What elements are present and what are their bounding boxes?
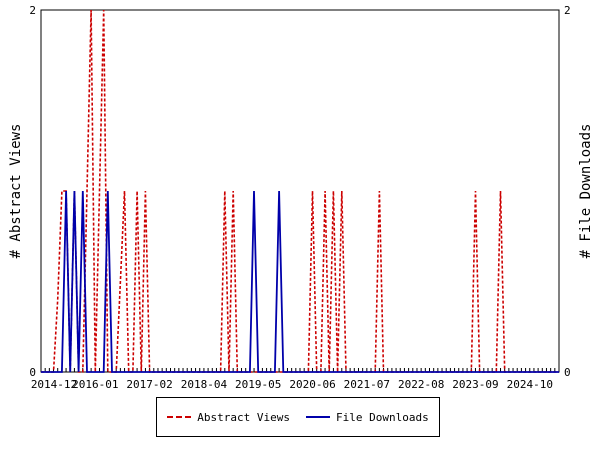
x-tick-label: 2018-04 <box>181 378 228 391</box>
legend-swatch-solid-blue <box>306 416 330 418</box>
y-tick-label-right-top: 2 <box>564 4 571 17</box>
series-layer <box>41 9 559 373</box>
series-line-file-downloads <box>41 190 559 373</box>
legend-label-abstract-views: Abstract Views <box>197 410 290 424</box>
legend: Abstract Views File Downloads <box>156 397 440 437</box>
y-axis-label-right: # File Downloads <box>578 124 594 259</box>
x-tick-label: 2017-02 <box>126 378 172 391</box>
y-tick-label-left-top: 2 <box>29 4 36 17</box>
y-tick-label-right-bottom: 0 <box>564 366 571 379</box>
x-tick-label: 2016-01 <box>72 378 118 391</box>
legend-item-file-downloads: File Downloads <box>306 411 429 424</box>
x-tick-label: 2014-12 <box>31 378 77 391</box>
legend-item-abstract-views: Abstract Views <box>167 411 290 424</box>
x-tick-label: 2020-06 <box>289 378 335 391</box>
x-tick-label: 2023-09 <box>452 378 498 391</box>
x-tick-label: 2019-05 <box>235 378 281 391</box>
x-tick-label: 2021-07 <box>344 378 390 391</box>
legend-label-file-downloads: File Downloads <box>336 410 429 424</box>
y-tick-label-left-bottom: 0 <box>29 366 36 379</box>
x-tick-label: 2024-10 <box>507 378 553 391</box>
x-tick-label: 2022-08 <box>398 378 444 391</box>
y-axis-label-left: # Abstract Views <box>8 124 24 259</box>
legend-swatch-dashed-red <box>167 416 192 418</box>
